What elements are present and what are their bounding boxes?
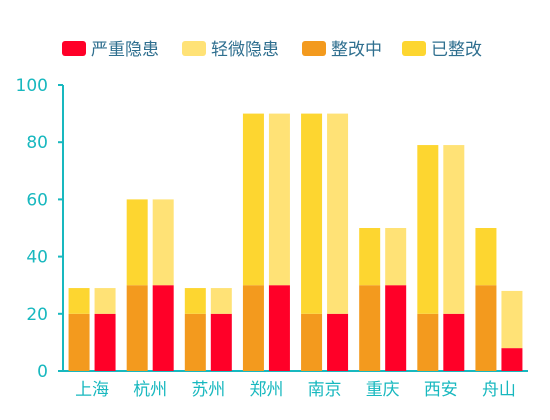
bar-segment[interactable] [475,285,497,371]
x-tick-label: 苏州 [191,380,225,400]
bar-segment[interactable] [443,145,465,314]
legend-label: 已整改 [431,40,482,60]
x-tick-label: 舟山 [482,380,516,400]
bar-segment[interactable] [417,313,439,371]
legend-item[interactable]: 严重隐患 [62,40,159,60]
x-tick-label: 上海 [75,380,109,400]
y-tick-label: 40 [26,248,48,268]
y-tick-label: 0 [37,362,48,382]
bar-segment[interactable] [184,313,206,371]
bar-segment[interactable] [301,113,323,314]
bar-segment[interactable] [327,113,349,314]
bar-segment[interactable] [501,290,523,349]
category-group [301,113,349,371]
bar-segment[interactable] [501,348,523,371]
bar-segment[interactable] [443,313,465,371]
bar-segment[interactable] [359,285,381,371]
bar-segment[interactable] [359,228,381,286]
category-group [242,113,290,371]
legend-swatch [402,41,426,56]
bar-segment[interactable] [268,113,290,286]
bar-segment[interactable] [68,288,90,314]
bar-segment[interactable] [242,285,264,371]
legend-item[interactable]: 整改中 [302,40,382,60]
bar-segment[interactable] [68,313,90,371]
x-axis-labels: 上海 杭州 苏州 郑州 南京 重庆 西安 舟山 [75,380,516,400]
legend-swatch [62,41,86,56]
y-tick-label: 60 [26,190,48,210]
category-group [184,288,232,371]
legend-label: 严重隐患 [91,40,159,60]
legend-label: 轻微隐患 [211,40,279,60]
bar-segment[interactable] [417,145,439,314]
x-tick-label: 郑州 [249,380,283,400]
bar-segment[interactable] [210,288,232,314]
bar-segment[interactable] [242,113,264,286]
bar-segment[interactable] [94,313,116,371]
bar-segment[interactable] [475,228,497,286]
bar-segment[interactable] [268,285,290,371]
bar-segment[interactable] [327,313,349,371]
x-tick-label: 杭州 [133,380,167,400]
y-tick-label: 20 [26,305,48,325]
legend-item[interactable]: 轻微隐患 [182,40,279,60]
bars [68,113,523,371]
category-group [68,288,116,371]
legend-swatch [302,41,326,56]
legend: 严重隐患 轻微隐患 整改中 已整改 [62,40,482,60]
x-tick-label: 重庆 [366,380,400,400]
bar-segment[interactable] [126,285,148,371]
category-group [359,228,407,371]
legend-label: 整改中 [331,40,382,60]
y-tick-label: 100 [16,76,48,96]
y-tick-label: 80 [26,133,48,153]
category-group [417,145,465,371]
category-group [126,199,174,371]
bar-segment[interactable] [152,199,174,286]
bar-segment[interactable] [210,313,232,371]
bar-segment[interactable] [385,285,407,371]
bar-segment[interactable] [301,313,323,371]
x-tick-label: 南京 [308,380,342,400]
bar-segment[interactable] [152,285,174,371]
legend-item[interactable]: 已整改 [402,40,482,60]
category-group [475,228,523,371]
x-tick-label: 西安 [424,380,458,400]
bar-segment[interactable] [385,228,407,286]
bar-segment[interactable] [126,199,148,286]
legend-swatch [182,41,206,56]
bar-segment[interactable] [94,288,116,314]
bar-segment[interactable] [184,288,206,314]
